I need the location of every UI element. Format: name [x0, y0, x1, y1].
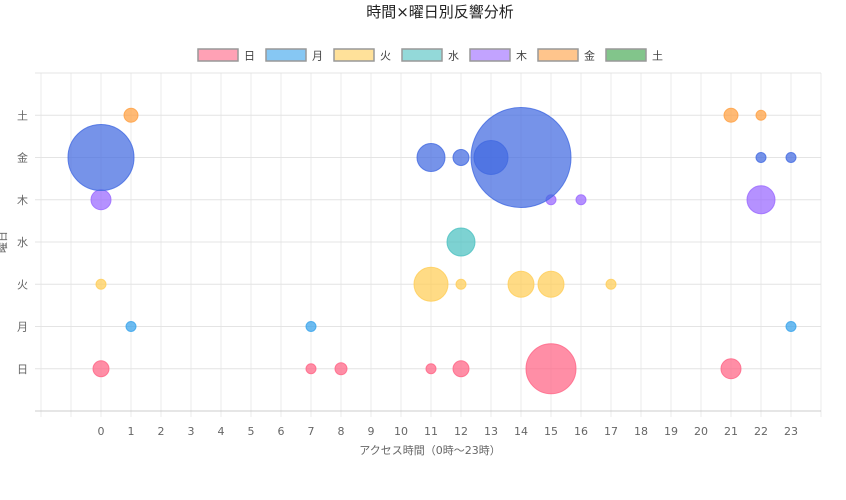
- legend-item-木[interactable]: 木: [469, 48, 527, 63]
- legend-label: 金: [584, 49, 595, 63]
- bubble-point[interactable]: [575, 194, 587, 206]
- bubble-point[interactable]: [123, 107, 139, 123]
- bubble-point[interactable]: [452, 360, 470, 378]
- x-tick-label: 0: [98, 425, 105, 438]
- x-tick-label: 9: [368, 425, 375, 438]
- bubble-point[interactable]: [305, 363, 317, 375]
- bubble-point[interactable]: [413, 266, 449, 302]
- bubble-point[interactable]: [334, 362, 348, 376]
- bubble-point[interactable]: [470, 107, 572, 208]
- bubble-point[interactable]: [746, 185, 776, 215]
- x-tick-label: 14: [514, 425, 528, 438]
- x-tick-label: 17: [604, 425, 618, 438]
- series-日: [92, 343, 742, 395]
- legend-item-日[interactable]: 日: [197, 48, 255, 63]
- legend-swatch: [605, 48, 647, 62]
- legend-label: 木: [516, 50, 527, 63]
- x-tick-label: 5: [248, 425, 255, 438]
- bubble-point[interactable]: [605, 278, 617, 290]
- y-tick-label: 木: [17, 194, 28, 207]
- series-金: [67, 107, 797, 208]
- bubble-point[interactable]: [416, 143, 446, 172]
- legend-swatch: [333, 48, 375, 62]
- x-tick-label: 21: [724, 425, 738, 438]
- y-tick-label: 日: [17, 363, 28, 376]
- bubble-point[interactable]: [92, 360, 110, 378]
- series-火: [95, 266, 617, 302]
- bubble-point[interactable]: [720, 358, 742, 380]
- legend: 日月火水木金土: [197, 48, 663, 63]
- x-axis-title: アクセス時間（0時～23時）: [359, 444, 500, 457]
- legend-swatch: [197, 48, 239, 62]
- bubble-point[interactable]: [785, 152, 797, 163]
- y-axis-title: 曜日: [0, 231, 9, 253]
- legend-label: 火: [380, 50, 391, 63]
- legend-swatch: [537, 48, 579, 62]
- legend-label: 日: [244, 50, 255, 63]
- x-tick-label: 3: [188, 425, 195, 438]
- bubble-point[interactable]: [755, 109, 767, 121]
- x-tick-label: 19: [664, 425, 678, 438]
- bubble-point[interactable]: [755, 152, 767, 163]
- legend-item-金[interactable]: 金: [537, 48, 595, 63]
- bubble-point[interactable]: [67, 124, 135, 191]
- bubble-point[interactable]: [425, 363, 437, 375]
- legend-swatch: [469, 48, 511, 62]
- bubble-point[interactable]: [723, 107, 739, 123]
- x-axis-ticks: 0 1 2 3 4 5 6 7 8 9 10 11 12 13 14 15 16 17 18 19 20 21 22 23: [98, 425, 799, 438]
- legend-item-水[interactable]: 水: [401, 48, 459, 63]
- bubble-point[interactable]: [90, 189, 112, 211]
- bubble-point[interactable]: [537, 270, 565, 298]
- bubbles: [67, 107, 797, 395]
- bubble-point[interactable]: [305, 321, 317, 332]
- x-tick-label: 4: [218, 425, 225, 438]
- series-水: [446, 227, 476, 257]
- series-月: [125, 321, 797, 332]
- legend-label: 土: [652, 50, 663, 63]
- x-tick-label: 1: [128, 425, 135, 438]
- legend-swatch: [401, 48, 443, 62]
- y-tick-label: 土: [17, 109, 28, 122]
- bubble-point[interactable]: [446, 227, 476, 257]
- x-tick-label: 13: [484, 425, 498, 438]
- chart-title: 時間×曜日別反響分析: [366, 3, 514, 21]
- bubble-point[interactable]: [452, 149, 470, 166]
- y-tick-label: 火: [17, 278, 28, 291]
- x-tick-label: 12: [454, 425, 468, 438]
- series-土: [123, 107, 767, 123]
- legend-label: 月: [312, 50, 323, 63]
- x-tick-label: 15: [544, 425, 558, 438]
- bubble-point[interactable]: [95, 278, 107, 290]
- x-tick-label: 11: [424, 425, 438, 438]
- x-tick-label: 16: [574, 425, 588, 438]
- x-tick-label: 7: [308, 425, 315, 438]
- x-tick-label: 22: [754, 425, 768, 438]
- bubble-point[interactable]: [455, 278, 467, 290]
- y-tick-label: 水: [17, 236, 28, 249]
- legend-label: 水: [448, 50, 459, 63]
- x-tick-label: 10: [394, 425, 408, 438]
- x-tick-label: 8: [338, 425, 345, 438]
- legend-item-月[interactable]: 月: [265, 48, 323, 63]
- bubble-point[interactable]: [507, 270, 535, 298]
- bubble-point[interactable]: [525, 343, 577, 395]
- legend-item-火[interactable]: 火: [333, 48, 391, 63]
- legend-swatch: [265, 48, 307, 62]
- x-tick-label: 2: [158, 425, 165, 438]
- x-tick-label: 18: [634, 425, 648, 438]
- legend-item-土[interactable]: 土: [605, 48, 663, 63]
- y-tick-label: 金: [17, 151, 28, 165]
- x-tick-label: 23: [784, 425, 798, 438]
- y-tick-label: 月: [17, 321, 28, 334]
- x-tick-label: 6: [278, 425, 285, 438]
- x-tick-label: 20: [694, 425, 708, 438]
- bubble-point[interactable]: [125, 321, 137, 332]
- bubble-point[interactable]: [785, 321, 797, 332]
